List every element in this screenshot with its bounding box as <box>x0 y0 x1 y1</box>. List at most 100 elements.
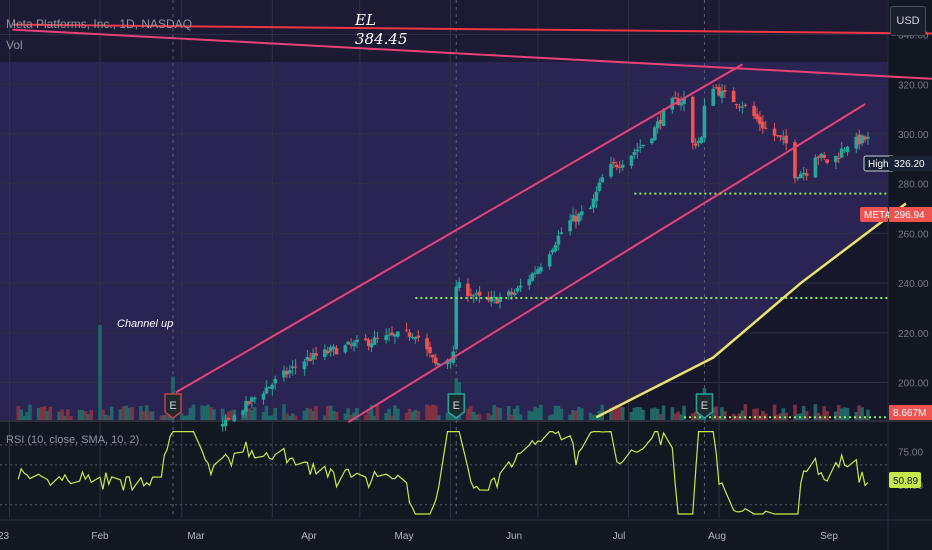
volume-bar <box>466 408 470 420</box>
candle-body <box>731 90 736 103</box>
candle-body <box>431 354 435 358</box>
candle-body <box>220 423 225 427</box>
volume-bar <box>410 411 415 420</box>
volume-bar <box>127 407 131 420</box>
candle-body <box>553 245 558 252</box>
candle-body <box>261 393 266 400</box>
x-tick-label: Apr <box>301 531 317 542</box>
candle-body <box>620 164 625 168</box>
candle-body <box>282 370 286 378</box>
volume-bar <box>165 414 169 420</box>
volume-bar <box>471 411 476 420</box>
volume-bar <box>425 404 429 420</box>
volume-bar <box>658 413 663 420</box>
candle-body <box>699 137 704 143</box>
volume-bar <box>293 415 298 420</box>
candle-body <box>615 164 619 168</box>
volume-bar <box>527 410 532 420</box>
candle-body <box>416 335 421 338</box>
volume-bar <box>816 412 821 420</box>
candle-body <box>661 109 666 126</box>
volume-bar <box>60 409 64 420</box>
volume-bar <box>142 411 146 420</box>
volume-bar <box>804 411 809 420</box>
volume-badge-bg <box>889 405 932 420</box>
high-badge-label: High <box>868 159 889 170</box>
volume-bar <box>393 405 397 420</box>
candle-body <box>758 116 762 125</box>
candle-body <box>717 87 721 96</box>
rsi-line <box>17 430 869 515</box>
candle-body <box>509 291 514 295</box>
candle-body <box>495 298 499 304</box>
volume-bar <box>282 404 286 420</box>
candle-body <box>454 286 459 350</box>
volume-bar <box>130 407 134 420</box>
candle-body <box>486 296 491 301</box>
candle-body <box>609 164 613 177</box>
candle-body <box>799 173 803 179</box>
volume-bar <box>743 404 748 420</box>
candle-body <box>457 282 461 288</box>
volume-bar <box>273 407 277 420</box>
candle-body <box>530 273 534 281</box>
candle-body <box>226 417 231 420</box>
volume-bar <box>19 409 23 420</box>
candle-body <box>591 198 596 208</box>
candle-body <box>550 249 555 253</box>
volume-bar <box>655 408 660 420</box>
candle-body <box>804 173 809 176</box>
candle-body <box>428 346 432 354</box>
candle-body <box>755 114 759 120</box>
earnings-marker: E <box>164 393 182 419</box>
price-tick-label: 240.00 <box>898 279 929 290</box>
candle-body <box>594 191 599 201</box>
volume-bar <box>638 407 642 420</box>
earnings-shape <box>447 393 465 419</box>
candle-body <box>387 334 391 336</box>
currency-button[interactable]: USD <box>890 6 926 36</box>
volume-bar <box>620 407 625 420</box>
volume-bar <box>390 415 394 420</box>
candle-body <box>314 353 318 356</box>
candle-body <box>702 105 707 139</box>
volume-bar <box>690 413 695 420</box>
volume-bar <box>834 411 838 420</box>
volume-bar <box>121 406 126 420</box>
volume-bar <box>83 411 88 420</box>
candle-body <box>498 297 502 302</box>
volume-bar <box>673 413 678 420</box>
trendline-descending <box>12 28 932 80</box>
volume-bar <box>775 414 780 420</box>
candle-body <box>612 161 616 164</box>
volume-bar <box>752 408 756 420</box>
x-tick-label: Mar <box>187 531 205 542</box>
rsi-label: RSI (10, close, SMA, 10, 2) <box>6 434 140 446</box>
volume-bar <box>404 412 409 420</box>
candle-body <box>267 386 272 389</box>
candle-body <box>436 363 441 366</box>
candle-body <box>842 149 847 151</box>
volume-bar <box>188 407 193 420</box>
volume-bar <box>533 406 537 420</box>
candle-body <box>448 360 453 363</box>
volume-bar <box>474 414 479 420</box>
candle-body <box>244 400 248 412</box>
volume-bar <box>845 407 850 420</box>
candle-body <box>632 152 637 155</box>
candle-body <box>690 96 695 143</box>
volume-bar <box>714 406 718 420</box>
price-tick-label: 200.00 <box>898 378 929 389</box>
x-tick-label: Jun <box>506 531 522 542</box>
candle-body <box>629 155 634 166</box>
candle-body <box>372 337 377 345</box>
volume-bar <box>191 404 196 420</box>
volume-bar <box>104 414 108 420</box>
volume-bar <box>436 415 441 420</box>
volume-bar <box>124 405 129 420</box>
volume-bar <box>80 410 85 420</box>
candle-body <box>600 177 605 183</box>
volume-bar <box>550 414 555 420</box>
meta-value-bg <box>889 207 932 222</box>
